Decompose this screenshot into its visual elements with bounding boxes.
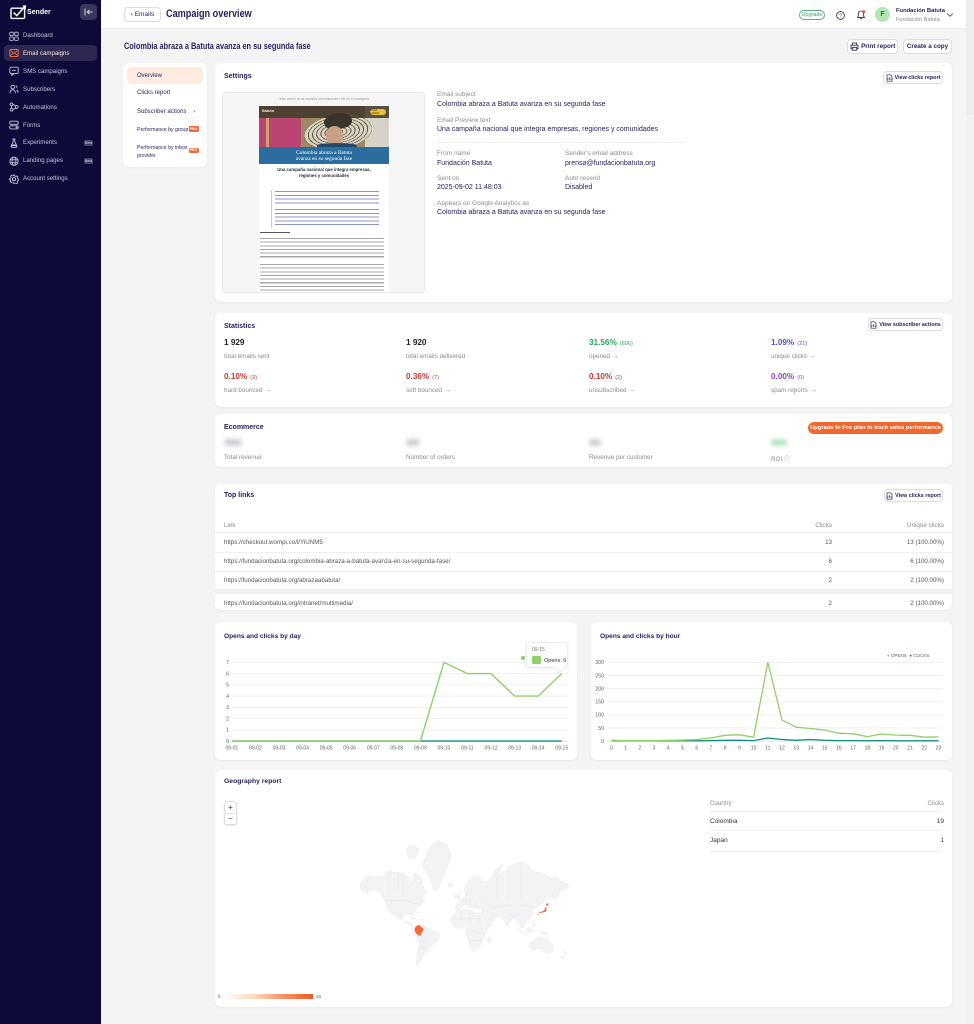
svg-text:09-10: 09-10: [438, 746, 451, 752]
svg-text:150: 150: [595, 700, 604, 706]
svg-text:14: 14: [808, 746, 814, 752]
svg-text:10: 10: [751, 746, 757, 752]
svg-text:3: 3: [653, 746, 656, 752]
svg-text:200: 200: [595, 686, 604, 692]
svg-text:1: 1: [624, 746, 627, 752]
svg-text:09-07: 09-07: [367, 746, 380, 752]
svg-text:16: 16: [836, 746, 842, 752]
svg-text:12: 12: [779, 746, 785, 752]
svg-text:20: 20: [893, 746, 899, 752]
svg-text:09-03: 09-03: [273, 746, 286, 752]
svg-text:09-02: 09-02: [249, 746, 262, 752]
svg-text:11: 11: [765, 746, 770, 752]
svg-text:09-08: 09-08: [390, 746, 403, 752]
svg-text:1: 1: [226, 728, 229, 734]
svg-text:09-01: 09-01: [226, 746, 239, 752]
svg-text:15: 15: [822, 746, 828, 752]
svg-text:23: 23: [936, 746, 942, 752]
svg-text:5: 5: [226, 683, 229, 689]
svg-text:2: 2: [638, 746, 641, 752]
svg-text:5: 5: [681, 746, 684, 752]
svg-text:9: 9: [738, 746, 741, 752]
svg-text:13: 13: [793, 746, 799, 752]
svg-text:100: 100: [595, 713, 604, 719]
svg-text:2: 2: [226, 716, 229, 722]
svg-text:6: 6: [695, 746, 698, 752]
svg-text:17: 17: [850, 746, 856, 752]
svg-text:21: 21: [907, 746, 913, 752]
svg-text:09-15: 09-15: [555, 746, 568, 752]
svg-text:250: 250: [595, 673, 604, 679]
svg-text:0: 0: [601, 739, 604, 745]
svg-text:18: 18: [865, 746, 871, 752]
svg-text:7: 7: [226, 660, 229, 666]
svg-text:8: 8: [724, 746, 727, 752]
svg-text:50: 50: [598, 726, 604, 732]
svg-text:09-12: 09-12: [485, 746, 498, 752]
svg-text:?: ?: [839, 13, 842, 19]
svg-text:0: 0: [226, 739, 229, 745]
svg-text:4: 4: [226, 694, 229, 700]
svg-text:300: 300: [595, 660, 604, 666]
svg-text:0: 0: [610, 746, 613, 752]
svg-text:19: 19: [879, 746, 885, 752]
svg-text:09-06: 09-06: [343, 746, 356, 752]
svg-text:09-11: 09-11: [461, 746, 474, 752]
svg-text:09-14: 09-14: [532, 746, 545, 752]
svg-text:7: 7: [710, 746, 713, 752]
svg-text:4: 4: [667, 746, 670, 752]
svg-text:22: 22: [921, 746, 927, 752]
svg-text:09-13: 09-13: [508, 746, 521, 752]
svg-text:6: 6: [226, 671, 229, 677]
svg-text:09-04: 09-04: [296, 746, 309, 752]
svg-text:3: 3: [226, 705, 229, 711]
svg-text:09-09: 09-09: [414, 746, 427, 752]
svg-text:09-05: 09-05: [320, 746, 333, 752]
